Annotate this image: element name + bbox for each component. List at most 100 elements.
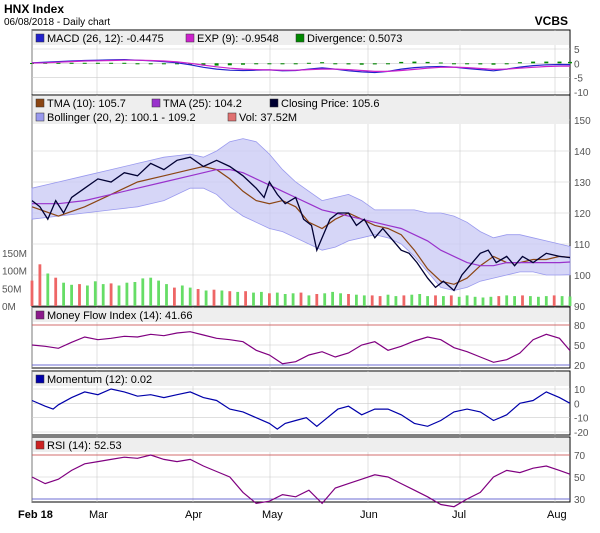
divergence-bar	[452, 63, 456, 65]
volume-bar	[299, 292, 303, 306]
legend: TMA (10): 105.7 TMA (25): 104.2 Closing Pr…	[33, 96, 569, 124]
x-tick-label: Apr	[185, 509, 202, 521]
legend-swatch	[269, 98, 279, 108]
divergence-bar	[568, 61, 572, 64]
legend-label: RSI (14): 52.53	[47, 440, 122, 452]
divergence-bar	[30, 63, 34, 64]
volume-bar	[244, 291, 247, 306]
divergence-bar	[399, 61, 404, 64]
y-tick-label: 100	[574, 271, 591, 282]
y-tick-label: 140	[574, 147, 591, 158]
divergence-bar	[544, 61, 549, 64]
volume-bar	[434, 295, 437, 306]
volume-tick-label: 0M	[2, 302, 16, 313]
y-tick-label: -10	[574, 414, 589, 425]
volume-bar	[117, 285, 121, 306]
series-line-rsi	[31, 454, 571, 508]
series-line-tma-10-	[31, 165, 571, 285]
volume-bar	[38, 264, 42, 306]
divergence-bar	[293, 63, 298, 65]
legend-swatch	[227, 112, 237, 122]
legend: MACD (26, 12): -0.4475 EXP (9): -0.9548 Di…	[33, 31, 569, 45]
volume-bar	[275, 292, 279, 306]
x-tick-label: Aug	[547, 509, 567, 521]
divergence-bar	[82, 62, 87, 64]
x-tick-label: Mar	[89, 509, 108, 521]
panel-price: 150 140 130 120 110 100 90 150M 100M 50M 0M TMA (10…	[2, 94, 591, 313]
legend-label: TMA (25): 104.2	[163, 98, 242, 110]
volume-bar	[46, 273, 50, 306]
legend-swatch	[295, 33, 305, 43]
x-axis: Feb 18 Mar Apr May Jun Jul Aug	[18, 509, 567, 521]
volume-bar	[173, 287, 176, 306]
volume-bar	[394, 296, 398, 306]
volume-bar	[30, 280, 34, 306]
volume-bar	[188, 287, 192, 306]
volume-bar	[481, 297, 485, 306]
volume-bar	[228, 291, 232, 306]
volume-bar	[157, 280, 160, 306]
volume-bar	[378, 296, 382, 306]
divergence-bar	[438, 62, 443, 64]
y-tick-label: -20	[574, 428, 589, 439]
divergence-bar	[161, 63, 166, 65]
divergence-bar	[280, 63, 285, 65]
divergence-bar	[372, 63, 377, 65]
divergence-bar	[69, 62, 74, 64]
y-tick-label: 0	[574, 59, 580, 70]
panel-mfi: 80 50 20 Money Flow Index (14): 41.66	[31, 306, 586, 372]
volume-bar	[268, 293, 271, 306]
volume-bar	[125, 282, 129, 306]
divergence-bar	[254, 63, 259, 65]
volume-bar	[537, 296, 540, 306]
divergence-bar	[306, 62, 311, 64]
divergence-bar	[188, 63, 193, 65]
legend-label: MACD (26, 12): -0.4475	[47, 33, 164, 45]
divergence-bar	[491, 63, 496, 65]
volume-bar	[386, 294, 390, 306]
legend-label: Bollinger (20, 2): 100.1 - 109.2	[47, 112, 196, 124]
volume-bar	[449, 295, 453, 306]
x-tick-label: Jul	[452, 509, 466, 521]
divergence-bar	[346, 63, 351, 65]
brand-label: VCBS	[535, 14, 568, 28]
legend: Momentum (12): 0.02	[33, 372, 569, 386]
legend-swatch	[35, 310, 45, 320]
volume-bar	[552, 295, 556, 306]
y-tick-label: 120	[574, 209, 591, 220]
legend-background	[33, 372, 569, 386]
divergence-bar	[267, 63, 272, 65]
legend-label: TMA (10): 105.7	[47, 98, 126, 110]
volume-bar	[402, 295, 406, 306]
volume-bar	[62, 282, 65, 306]
x-tick-label: Jun	[360, 509, 378, 521]
y-tick-label: 130	[574, 178, 591, 189]
volume-bar	[331, 291, 334, 306]
divergence-bar	[320, 62, 325, 64]
legend-label: Vol: 37.52M	[239, 112, 297, 124]
volume-bar	[78, 284, 81, 306]
y-tick-label: 5	[574, 45, 580, 56]
volume-bar	[529, 296, 532, 306]
y-tick-label: 50	[574, 341, 586, 352]
volume-bar	[323, 293, 327, 306]
volume-bar	[347, 294, 350, 306]
divergence-bar	[56, 62, 61, 64]
volume-bar	[109, 283, 113, 306]
volume-bar	[54, 277, 58, 306]
legend-background	[33, 96, 569, 124]
legend-label: Money Flow Index (14): 41.66	[47, 310, 193, 322]
volume-tick-label: 150M	[2, 249, 27, 260]
chart-subtitle: 06/08/2018 - Daily chart	[4, 17, 110, 28]
x-tick-label: May	[262, 509, 283, 521]
divergence-bar	[122, 62, 127, 64]
volume-bar	[418, 294, 422, 306]
legend-label: EXP (9): -0.9548	[197, 33, 279, 45]
chart-title: HNX Index	[4, 2, 64, 16]
volume-bar	[473, 296, 477, 306]
volume-bar	[457, 296, 461, 306]
volume-bar	[307, 295, 311, 306]
panel-momentum: 10 0 -10 -20 Momentum (12): 0.02	[31, 370, 589, 439]
volume-bar	[370, 295, 374, 306]
